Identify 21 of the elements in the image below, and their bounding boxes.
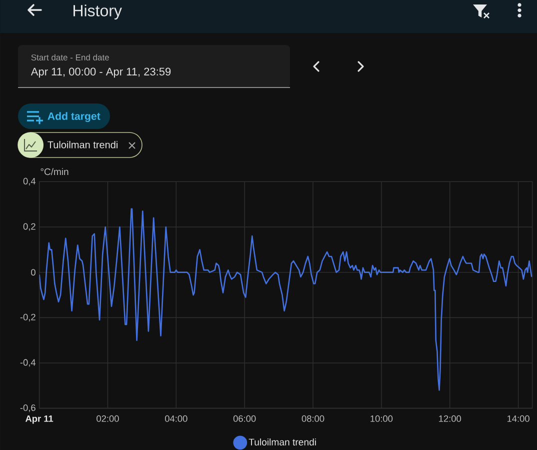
text: Add target <box>48 112 100 122</box>
y-tick-label: -0,2 <box>20 314 36 322</box>
x-tick-label: 02:00 <box>96 415 119 422</box>
legend-label: Tuloilman trendi <box>248 438 316 446</box>
chart-title: History <box>74 4 122 20</box>
y-tick-label: 0 <box>31 269 36 276</box>
x-tick-label: 14:00 <box>507 415 530 422</box>
x-tick-label: 12:00 <box>439 415 462 422</box>
y-tick-label: 0,2 <box>23 223 36 231</box>
chart-subtitle: Apr 11, 00:00 - Apr 11, 23:59 <box>30 68 171 78</box>
x-tick-label: 08:00 <box>302 415 324 422</box>
y-tick-label: 0,4 <box>23 178 36 186</box>
x-tick-label: 10:00 <box>370 415 393 422</box>
text: Tuloilman trendi <box>48 140 118 148</box>
y-tick-label: -0,6 <box>20 404 36 412</box>
y-axis-title: °C/min <box>40 168 68 176</box>
x-tick-label: 04:00 <box>165 415 188 422</box>
text: Start date - End date <box>31 54 109 60</box>
x-tick-label: Apr 11 <box>25 415 54 424</box>
y-tick-label: -0,4 <box>20 359 36 367</box>
x-tick-label: 06:00 <box>233 415 256 422</box>
